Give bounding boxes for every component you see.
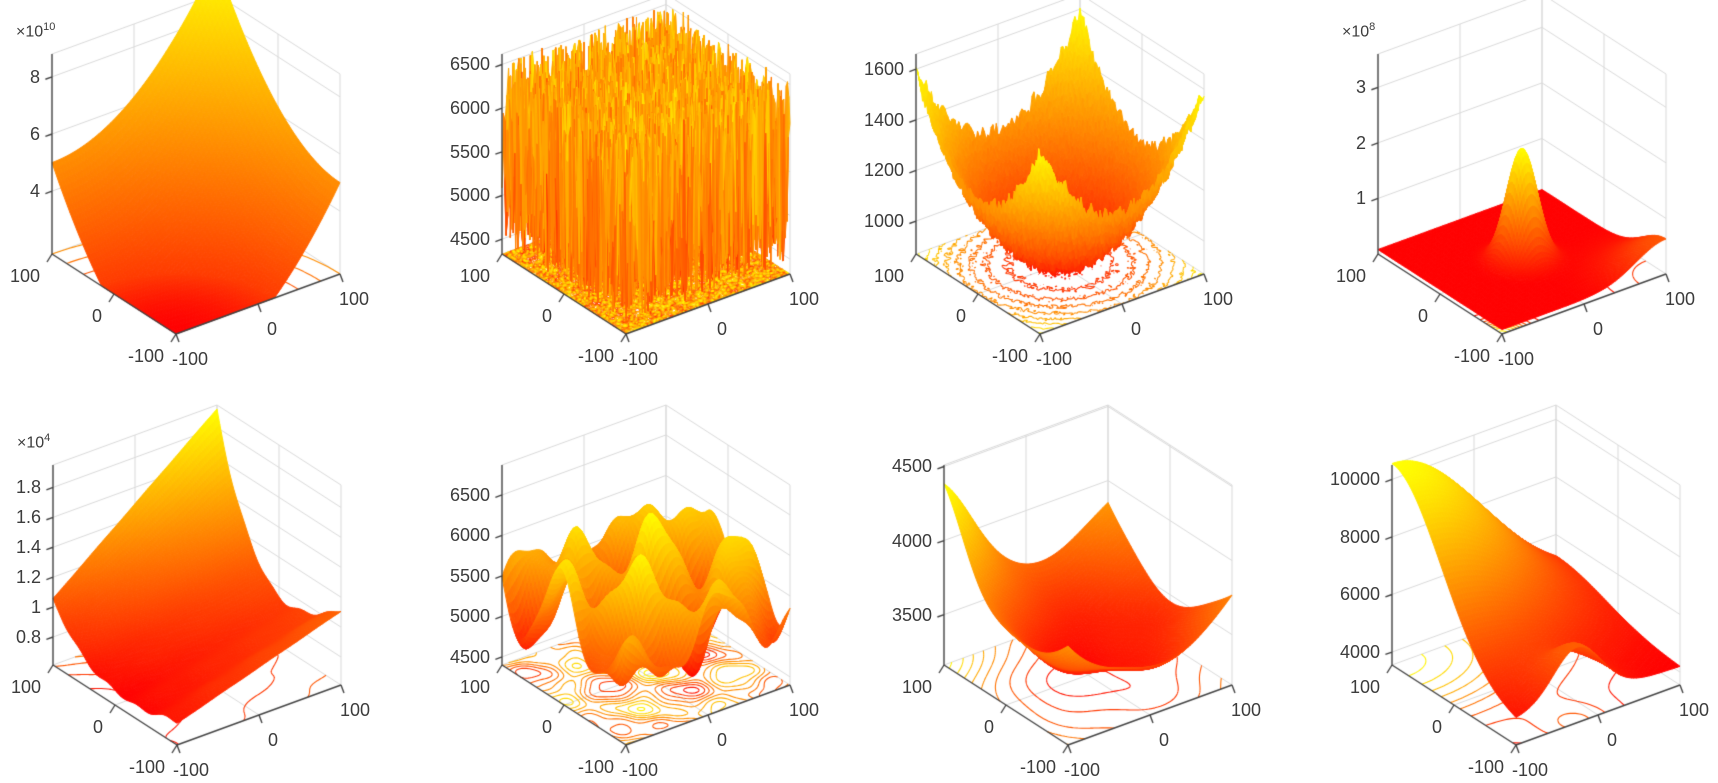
surface-plot-8: -100 0 100 100 0 -100 4000 6000 8000 10000 <box>1290 370 1718 783</box>
surface-plot-7: -100 0 100 100 0 -100 3500 4000 4500 <box>860 370 1290 783</box>
surface-canvas-3 <box>860 0 1290 370</box>
surface-plot-1: -100 0 100 100 0 -100 4 6 8 ×1010 <box>0 0 430 370</box>
surface-canvas-5 <box>0 370 430 783</box>
surface-canvas-6 <box>430 370 860 783</box>
surface-plot-2: -100 0 100 100 0 -100 4500 5000 5500 6000 6500 <box>430 0 860 370</box>
surface-plot-6: -100 0 100 100 0 -100 4500 5000 5500 6000 6500 <box>430 370 860 783</box>
surface-plot-4: -100 0 100 100 0 -100 1 2 3 ×108 <box>1290 0 1718 370</box>
surface-canvas-1 <box>0 0 430 370</box>
surface-canvas-2 <box>430 0 860 370</box>
surface-canvas-4 <box>1290 0 1718 370</box>
surface-plot-3: -100 0 100 100 0 -100 1000 1200 1400 1600 <box>860 0 1290 370</box>
surface-canvas-8 <box>1290 370 1718 783</box>
surface-plot-5: -100 0 100 100 0 -100 0.8 1 1.2 1.4 1.6 1.8 ×104 <box>0 370 430 783</box>
surface-canvas-7 <box>860 370 1290 783</box>
